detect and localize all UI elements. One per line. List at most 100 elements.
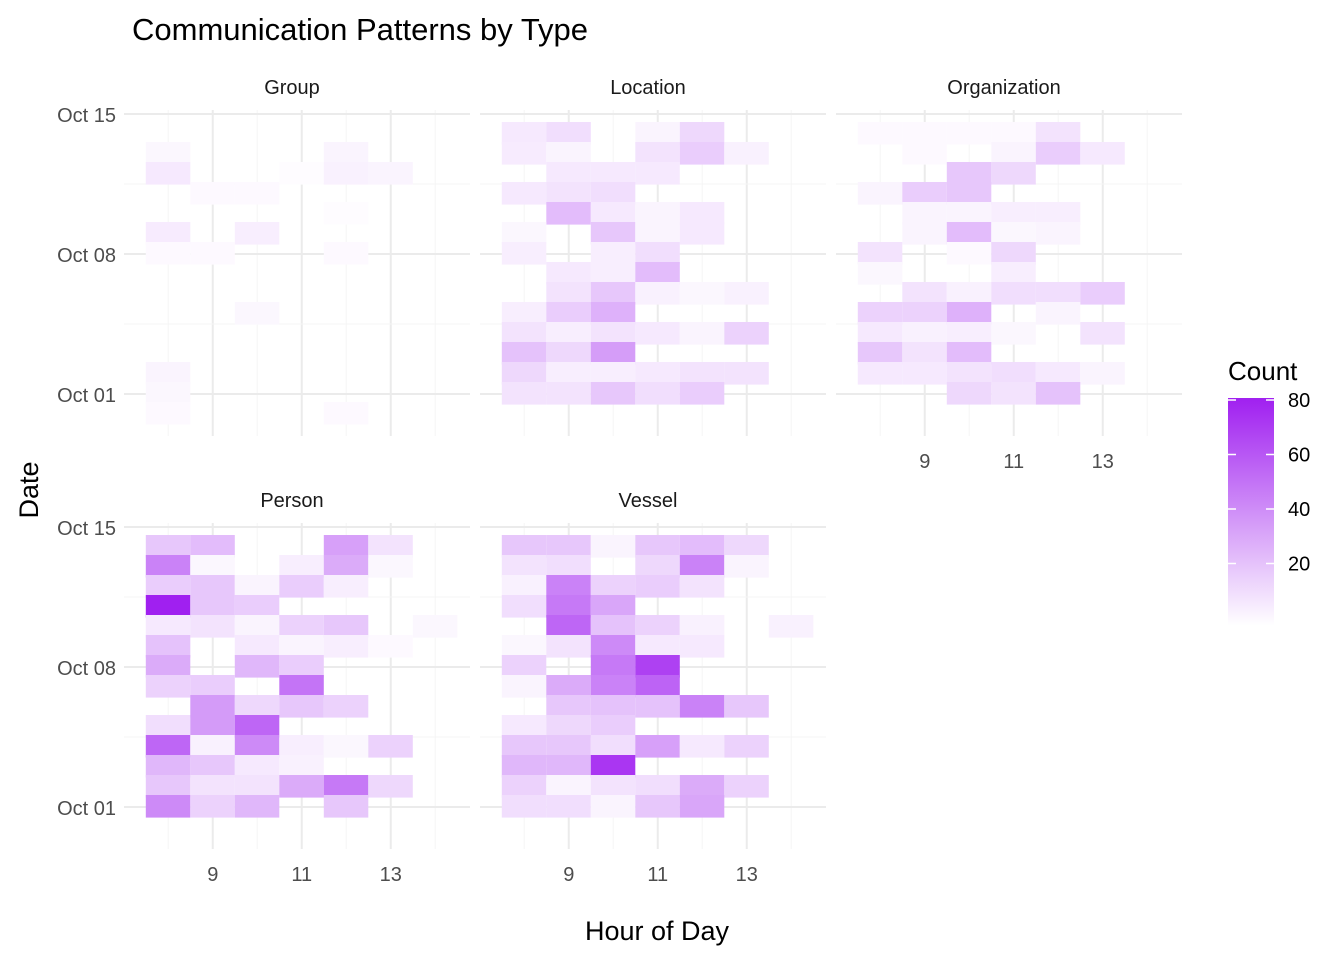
heatmap-tile [635, 202, 680, 225]
heatmap-tile [546, 322, 591, 345]
heatmap-tile [546, 282, 591, 305]
heatmap-tile [145, 555, 191, 578]
heatmap-tile [1035, 302, 1081, 325]
heatmap-tile [234, 775, 280, 798]
heatmap-tile [946, 162, 992, 185]
heatmap-tile [145, 615, 191, 638]
heatmap-tile [857, 182, 903, 205]
legend-title: Count [1228, 356, 1298, 386]
heatmap-tile [635, 775, 680, 798]
heatmap-tile [190, 695, 235, 718]
x-axis-title: Hour of Day [585, 916, 730, 946]
heatmap-tile [501, 242, 547, 265]
heatmap-tile [145, 382, 191, 405]
heatmap-tile [546, 342, 591, 365]
heatmap-tile [724, 322, 769, 345]
heatmap-tile [190, 535, 235, 558]
heatmap-tile [724, 282, 769, 305]
heatmap-tile [679, 222, 725, 245]
heatmap-tile [590, 695, 636, 718]
heatmap-tile [190, 242, 235, 265]
heatmap-tile [946, 362, 992, 385]
heatmap-tile [145, 242, 191, 265]
heatmap-tile [323, 575, 369, 598]
heatmap-tile [991, 222, 1036, 245]
heatmap-tile [590, 322, 636, 345]
heatmap-tile [279, 675, 324, 698]
heatmap-tile [145, 735, 191, 758]
heatmap-tile [590, 222, 636, 245]
heatmap-tile [546, 142, 591, 165]
heatmap-tile [412, 615, 458, 638]
heatmap-tile [501, 182, 547, 205]
heatmap-tile [635, 142, 680, 165]
heatmap-tile [1080, 322, 1125, 345]
heatmap-tile [145, 362, 191, 385]
heatmap-tile [679, 735, 725, 758]
heatmap-tile [902, 122, 947, 145]
heatmap-tile [724, 362, 769, 385]
heatmap-tile [724, 142, 769, 165]
heatmap-tile [501, 362, 547, 385]
heatmap-tile [946, 302, 992, 325]
heatmap-tile [234, 615, 280, 638]
heatmap-tile [323, 635, 369, 658]
heatmap-tile [279, 655, 324, 678]
facet-strip-label: Location [610, 77, 686, 99]
heatmap-tile [190, 715, 235, 738]
heatmap-tile [1035, 122, 1081, 145]
facet-panel-organization: Organization 9 11 13 [836, 77, 1182, 473]
heatmap-tile [590, 735, 636, 758]
heatmap-tile [501, 715, 547, 738]
heatmap-tile [590, 595, 636, 618]
heatmap-tile [145, 402, 191, 425]
heatmap-tile [323, 735, 369, 758]
heatmap-tile [635, 675, 680, 698]
heatmap-tile [902, 182, 947, 205]
heatmap-tile [234, 735, 280, 758]
heatmap-tile [1035, 282, 1081, 305]
heatmap-tile [1080, 282, 1125, 305]
heatmap-tile [190, 595, 235, 618]
heatmap-tile [546, 575, 591, 598]
heatmap-tile [546, 262, 591, 285]
heatmap-tile [635, 162, 680, 185]
y-axis-title: Date [14, 461, 44, 518]
heatmap-tile [902, 342, 947, 365]
heatmap-tile [1035, 202, 1081, 225]
heatmap-tile [190, 675, 235, 698]
heatmap-tile [590, 675, 636, 698]
heatmap-tile [145, 595, 191, 618]
heatmap-tile [679, 635, 725, 658]
heatmap-tile [368, 635, 413, 658]
heatmap-tile [635, 635, 680, 658]
heatmap-tile [635, 222, 680, 245]
heatmap-tile [145, 655, 191, 678]
heatmap-tile [991, 322, 1036, 345]
heatmap-tile [635, 122, 680, 145]
legend-colorbar [1228, 398, 1274, 626]
facet-panel-vessel: Vessel 9 11 13 [480, 490, 826, 886]
heatmap-tile [234, 222, 280, 245]
heatmap-tile [857, 362, 903, 385]
heatmap-tile [679, 142, 725, 165]
x-tick-label: 11 [291, 864, 312, 886]
heatmap-tile [279, 162, 324, 185]
heatmap-tile [501, 795, 547, 818]
heatmap-tile [234, 755, 280, 778]
heatmap-tile [501, 775, 547, 798]
heatmap-tile [635, 322, 680, 345]
heatmap-tile [323, 142, 369, 165]
heatmap-tile [679, 795, 725, 818]
heatmap-tile [234, 715, 280, 738]
heatmap-tile [279, 635, 324, 658]
x-tick-label: 11 [1003, 451, 1024, 473]
heatmap-tile [145, 675, 191, 698]
heatmap-tile [145, 795, 191, 818]
heatmap-tile [590, 342, 636, 365]
heatmap-tile [323, 202, 369, 225]
facet-strip-label: Vessel [619, 490, 678, 512]
heatmap-tile [190, 555, 235, 578]
heatmap-tile [279, 615, 324, 638]
heatmap-tile [946, 182, 992, 205]
